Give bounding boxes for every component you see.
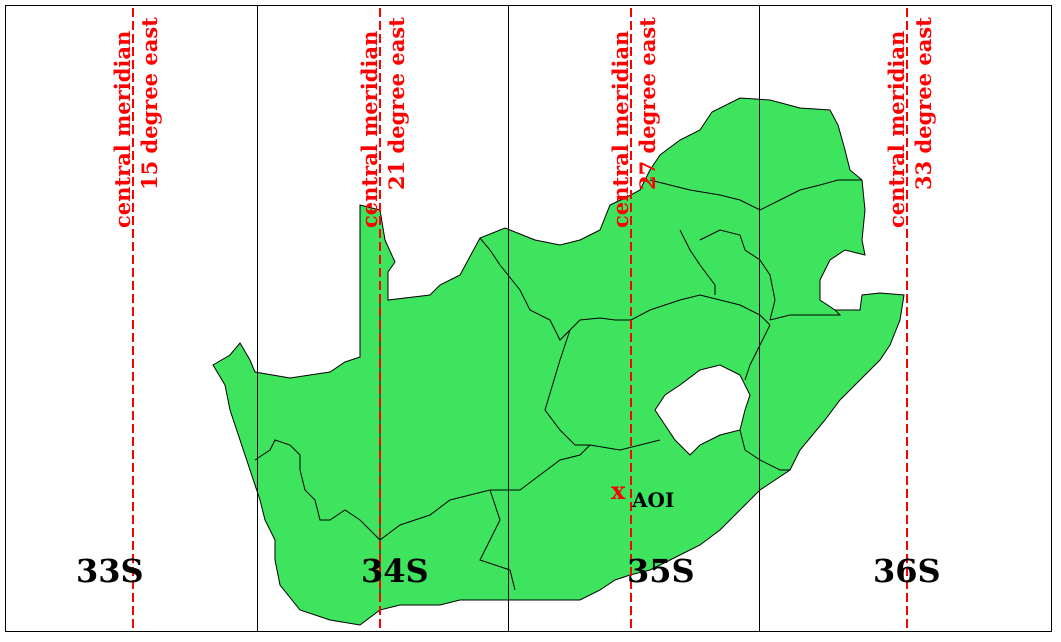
meridian-label-27e: central meridian 27 degree east bbox=[608, 17, 660, 228]
utm-zone-boundaries bbox=[257, 5, 760, 632]
meridian-label-line1: central meridian bbox=[110, 31, 135, 228]
country-outline bbox=[212, 97, 905, 626]
meridian-label-line2: 27 degree east bbox=[635, 17, 660, 190]
meridian-label-33e: central meridian 33 degree east bbox=[884, 17, 936, 228]
aoi-marker-icon: x bbox=[611, 476, 626, 505]
meridian-label-line2: 21 degree east bbox=[384, 17, 409, 190]
meridian-label-line2: 33 degree east bbox=[911, 17, 936, 190]
meridian-label-line1: central meridian bbox=[357, 31, 382, 228]
meridian-label-line1: central meridian bbox=[608, 31, 633, 228]
country-south-africa bbox=[212, 97, 905, 626]
zone-label-33s: 33S bbox=[76, 552, 144, 590]
area-of-interest: x AOI bbox=[611, 476, 674, 512]
zone-label-36s: 36S bbox=[873, 552, 941, 590]
meridian-label-line1: central meridian bbox=[884, 31, 909, 228]
meridian-label-line2: 15 degree east bbox=[137, 17, 162, 190]
meridian-label-21e: central meridian 21 degree east bbox=[357, 17, 409, 228]
zone-labels: 33S 34S 35S 36S bbox=[76, 552, 941, 590]
zone-label-35s: 35S bbox=[627, 552, 695, 590]
aoi-label: AOI bbox=[631, 488, 674, 512]
zone-label-34s: 34S bbox=[361, 552, 429, 590]
meridian-label-15e: central meridian 15 degree east bbox=[110, 17, 162, 228]
